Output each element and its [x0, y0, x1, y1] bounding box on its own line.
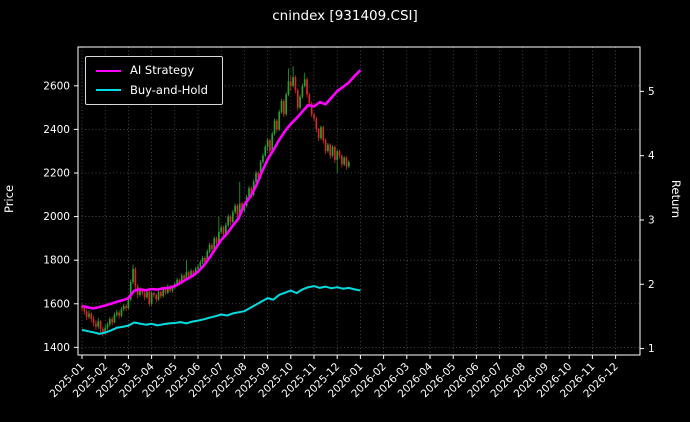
- return-tick-label: 2: [648, 279, 655, 291]
- return-tick-label: 4: [648, 150, 655, 162]
- price-tick-label: 1400: [43, 342, 70, 354]
- candlestick-layer: [81, 66, 350, 337]
- return-tick-label: 3: [648, 214, 655, 226]
- series-line-buy-and-hold: [81, 285, 361, 335]
- line-series-layer: [81, 69, 362, 335]
- price-tick-label: 1600: [43, 298, 70, 310]
- plot-border: [77, 46, 641, 356]
- grid-layer: [78, 47, 640, 355]
- price-tick-label: 1800: [43, 255, 70, 267]
- price-tick-label: 2400: [43, 124, 70, 136]
- tick-layer: [74, 85, 644, 359]
- legend-label-buy-and-hold: Buy-and-Hold: [130, 82, 208, 97]
- chart-title: cnindex [931409.CSI]: [272, 8, 418, 24]
- legend: AI Strategy Buy-and-Hold: [85, 56, 223, 105]
- price-tick-label: 2000: [43, 211, 70, 223]
- legend-line-ai-strategy-icon: [96, 69, 121, 72]
- legend-line-buy-and-hold-icon: [96, 89, 121, 92]
- legend-item-ai-strategy: AI Strategy: [96, 63, 208, 77]
- series-line-ai-strategy: [81, 69, 362, 310]
- legend-label-ai-strategy: AI Strategy: [130, 63, 195, 77]
- price-tick-label: 2200: [43, 167, 70, 179]
- price-tick-label: 2600: [43, 80, 70, 92]
- tick-label-layer: 2025-012025-022025-032025-042025-052025-…: [43, 80, 655, 400]
- return-tick-label: 5: [648, 86, 655, 98]
- return-tick-label: 1: [648, 343, 655, 355]
- legend-item-buy-and-hold: Buy-and-Hold: [96, 82, 208, 97]
